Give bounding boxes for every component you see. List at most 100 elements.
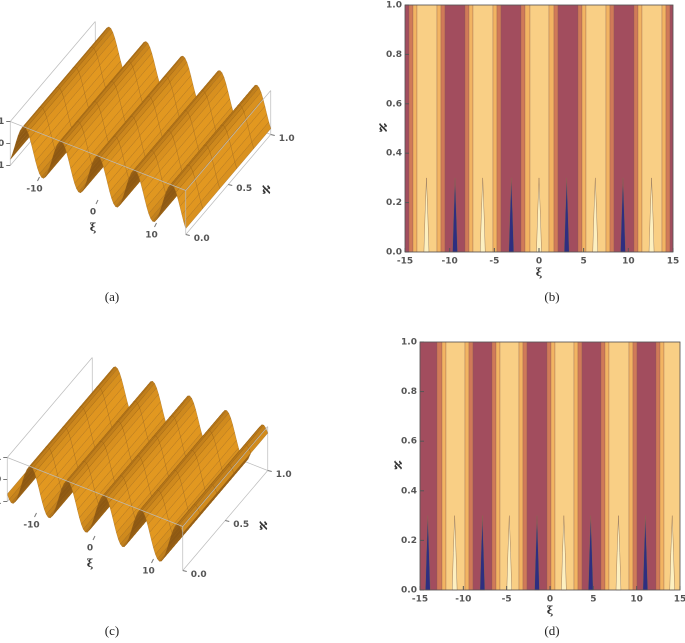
contour-band xyxy=(665,4,671,253)
contour-band xyxy=(659,341,665,591)
contour-band xyxy=(632,341,638,591)
contour-band xyxy=(604,341,610,591)
y-tick xyxy=(270,134,275,136)
x-tick xyxy=(95,199,99,205)
x-tick-label: 10 xyxy=(630,595,643,605)
x-tick-label: -5 xyxy=(489,257,499,267)
x-tick xyxy=(34,512,37,518)
contour-band xyxy=(441,341,447,591)
contour-band xyxy=(550,341,556,591)
x-tick xyxy=(37,176,40,182)
x-axis-label: ξ xyxy=(87,557,94,570)
contour-band xyxy=(553,4,559,253)
x-tick xyxy=(151,558,154,564)
contour-band xyxy=(522,341,528,591)
y-tick-label: 0.4 xyxy=(401,486,417,496)
z-tick-label: 1 xyxy=(0,117,4,127)
x-tick-label: -5 xyxy=(502,595,512,605)
y-tick-label: 1.0 xyxy=(386,1,402,11)
y-tick-label: 0.0 xyxy=(191,570,207,580)
contour-band xyxy=(609,4,615,253)
contour-spike xyxy=(423,177,430,253)
y-tick-label: 1.0 xyxy=(276,470,292,480)
contour-band xyxy=(633,4,639,253)
y-tick-label: 0.5 xyxy=(236,184,252,194)
contour-band xyxy=(655,341,661,591)
box-edge xyxy=(185,90,272,191)
contour-band xyxy=(669,4,674,253)
contour-band xyxy=(661,4,667,253)
contour-band xyxy=(605,4,611,253)
contour-spike xyxy=(669,515,675,591)
contour-band xyxy=(548,4,555,253)
y-tick-label: 0.2 xyxy=(401,536,417,546)
caption: (c) xyxy=(105,623,119,638)
x-tick-label: 0 xyxy=(90,208,96,218)
x-tick-label: -10 xyxy=(26,185,42,195)
contour-band xyxy=(520,4,526,253)
y-tick-label: 0.0 xyxy=(194,234,210,244)
caption: (b) xyxy=(544,289,559,304)
contour-band xyxy=(573,341,579,591)
z-tick-label: -1 xyxy=(0,161,4,171)
contour-band xyxy=(600,341,606,591)
x-tick-label: 10 xyxy=(622,257,635,267)
x-tick-label: 0 xyxy=(87,544,93,554)
y-tick-label: 0.4 xyxy=(386,149,402,159)
x-axis-label: ξ xyxy=(90,221,97,234)
z-tick-label: -1 xyxy=(0,497,1,507)
x-tick-label: -10 xyxy=(23,521,39,531)
z-tick-label: 1 xyxy=(0,453,1,463)
contour-spike xyxy=(479,177,486,253)
x-axis-label: ξ xyxy=(547,604,554,617)
y-axis-label: ℵ xyxy=(262,184,271,197)
y-tick-label: 0.0 xyxy=(401,586,417,596)
y-tick xyxy=(182,570,187,572)
contour-band xyxy=(491,341,497,591)
contour-band xyxy=(412,4,418,253)
y-tick-label: 0.8 xyxy=(386,50,402,60)
y-axis-label: ℵ xyxy=(394,459,403,472)
contour-spike xyxy=(508,177,515,253)
surface-facet xyxy=(180,507,200,534)
box-edge xyxy=(10,121,186,191)
x-tick-label: -10 xyxy=(442,257,458,267)
contour-band xyxy=(408,4,414,253)
x-axis-label: ξ xyxy=(536,266,543,279)
y-tick xyxy=(267,470,272,472)
y-tick-label: 0.2 xyxy=(386,198,402,208)
y-tick-label: 1.0 xyxy=(401,338,417,348)
y-tick xyxy=(185,234,190,236)
y-tick-label: 0.8 xyxy=(401,387,417,397)
caption: (a) xyxy=(105,289,119,304)
contour-band xyxy=(404,4,410,253)
x-tick-label: 5 xyxy=(590,595,596,605)
contour-band xyxy=(581,4,587,253)
contour-spike xyxy=(534,515,540,591)
contour-band xyxy=(577,4,583,253)
x-tick-label: 0 xyxy=(536,257,542,267)
contour-band xyxy=(468,4,474,253)
contour-band xyxy=(492,4,498,253)
contour-spike xyxy=(452,515,458,591)
contour-spike xyxy=(620,177,626,253)
y-tick xyxy=(228,184,233,186)
x-tick-label: -15 xyxy=(397,257,413,267)
y-tick-label: 0.6 xyxy=(401,437,417,447)
x-tick-label: 10 xyxy=(142,567,155,577)
contour-band xyxy=(464,4,470,253)
y-tick xyxy=(225,520,230,522)
contour-band xyxy=(637,4,643,253)
contour-spike xyxy=(506,515,512,591)
contour-band xyxy=(495,341,501,591)
y-axis-label: ℵ xyxy=(259,520,268,533)
y-axis-label: ℵ xyxy=(379,122,388,135)
contour-band xyxy=(524,4,531,253)
y-tick-label: 1.0 xyxy=(279,134,295,144)
contour-spike xyxy=(642,515,648,591)
contour-spike xyxy=(588,515,594,591)
contour-band xyxy=(464,341,470,591)
contour-spike xyxy=(425,515,431,591)
box-edge xyxy=(182,426,269,527)
